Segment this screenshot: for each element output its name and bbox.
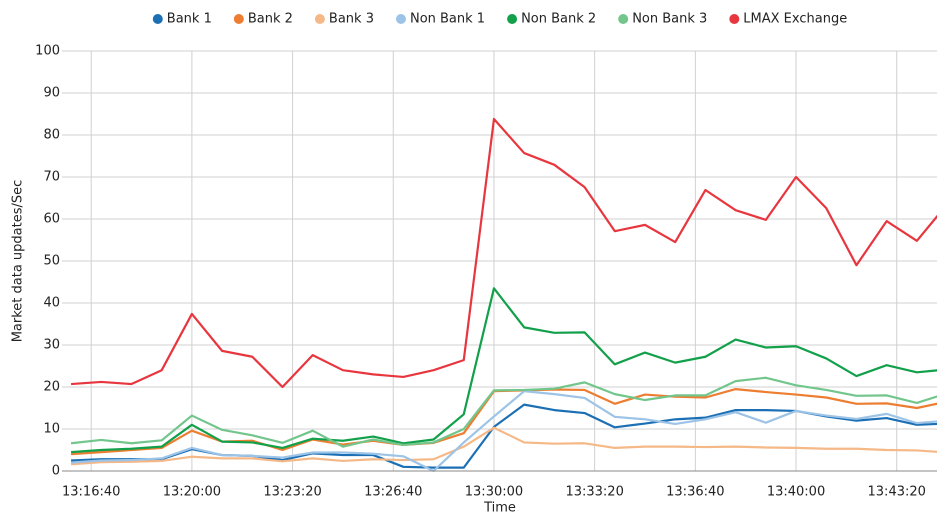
legend-label: LMAX Exchange [743, 12, 847, 27]
legend-marker [507, 14, 518, 24]
legend-label: Non Bank 3 [632, 12, 707, 27]
x-tick-label: 13:30:00 [465, 485, 523, 500]
y-tick-label: 90 [43, 86, 60, 101]
series-line [70, 376, 937, 448]
legend-label: Bank 2 [248, 12, 293, 27]
series-line [70, 426, 937, 466]
x-tick-label: 13:40:00 [767, 485, 825, 500]
y-tick-label: 80 [43, 128, 60, 143]
x-tick-label: 13:43:20 [868, 485, 926, 500]
y-tick-label: 70 [43, 170, 60, 185]
legend-marker [618, 14, 629, 24]
legend-label: Bank 3 [329, 12, 374, 27]
y-axis-title: Market data updates/Sec [11, 180, 26, 343]
legend-label: Non Bank 2 [521, 12, 596, 27]
y-tick-label: 10 [43, 422, 60, 437]
y-tick-label: 100 [35, 44, 60, 59]
y-tick-label: 0 [52, 464, 60, 479]
legend: Bank 1 Bank 2 Bank 3 Non Bank 1 Non Bank 2 No… [152, 12, 847, 27]
y-tick-label: 40 [43, 296, 60, 311]
legend-marker [729, 14, 740, 24]
x-tick-label: 13:20:00 [163, 485, 221, 500]
y-tick-label: 60 [43, 212, 60, 227]
x-axis-title: Time [483, 501, 516, 516]
legend-label: Bank 1 [167, 12, 212, 27]
legend-marker [152, 14, 163, 24]
x-tick-label: 13:33:20 [565, 485, 623, 500]
legend-marker [233, 14, 244, 24]
y-tick-label: 50 [43, 254, 60, 269]
series-line [70, 287, 937, 454]
x-tick-label: 13:16:40 [62, 485, 120, 500]
series-line [70, 388, 937, 456]
series-line [70, 390, 937, 473]
legend-marker [314, 14, 325, 24]
x-tick-label: 13:26:40 [364, 485, 422, 500]
y-tick-label: 20 [43, 380, 60, 395]
legend-marker [395, 14, 406, 24]
y-tick-label: 30 [43, 338, 60, 353]
x-tick-label: 13:36:40 [666, 485, 724, 500]
x-tick-label: 13:23:20 [263, 485, 321, 500]
legend-label: Non Bank 1 [410, 12, 485, 27]
series-line [70, 117, 937, 389]
